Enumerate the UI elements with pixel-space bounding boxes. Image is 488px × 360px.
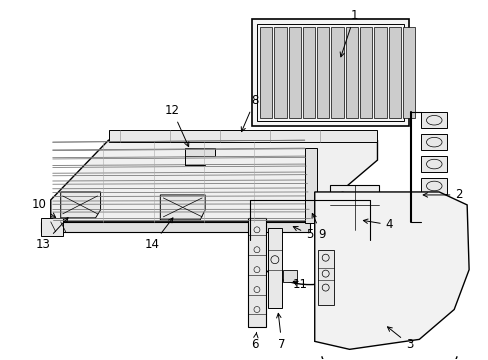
Text: 13: 13	[35, 218, 68, 251]
Bar	[302, 27, 315, 118]
Bar	[317, 27, 329, 118]
Bar	[260, 27, 272, 118]
Bar	[402, 27, 414, 118]
Text: 14: 14	[144, 218, 173, 251]
Text: 2: 2	[422, 188, 462, 202]
Bar	[329, 185, 379, 230]
Bar	[421, 112, 447, 128]
Bar	[267, 228, 281, 307]
Bar	[421, 156, 447, 172]
Text: 5: 5	[293, 226, 313, 241]
Bar	[345, 27, 357, 118]
Bar	[288, 27, 300, 118]
Bar	[304, 148, 316, 223]
Bar	[421, 134, 447, 150]
Bar	[247, 218, 265, 328]
Bar	[256, 24, 404, 121]
Polygon shape	[61, 192, 101, 218]
Polygon shape	[314, 192, 468, 349]
Text: 11: 11	[292, 278, 306, 291]
Text: 8: 8	[241, 94, 258, 132]
Text: 3: 3	[386, 327, 412, 351]
Bar	[421, 178, 447, 194]
Bar	[331, 27, 343, 118]
Polygon shape	[41, 222, 309, 232]
Bar	[317, 250, 333, 305]
Bar	[388, 27, 400, 118]
Bar	[185, 148, 215, 156]
Bar	[374, 27, 386, 118]
Text: 7: 7	[276, 313, 285, 351]
Bar	[359, 27, 372, 118]
Text: 6: 6	[251, 332, 258, 351]
Text: 12: 12	[164, 104, 188, 147]
Text: 10: 10	[31, 198, 56, 217]
Polygon shape	[51, 140, 377, 222]
Bar	[274, 27, 286, 118]
Bar	[421, 200, 447, 216]
Bar	[282, 270, 296, 282]
Polygon shape	[160, 195, 205, 220]
Text: 4: 4	[363, 218, 392, 231]
Bar	[41, 218, 62, 236]
Bar	[251, 19, 408, 126]
Text: 1: 1	[340, 9, 358, 57]
Text: 9: 9	[311, 213, 325, 241]
Bar	[108, 130, 377, 142]
